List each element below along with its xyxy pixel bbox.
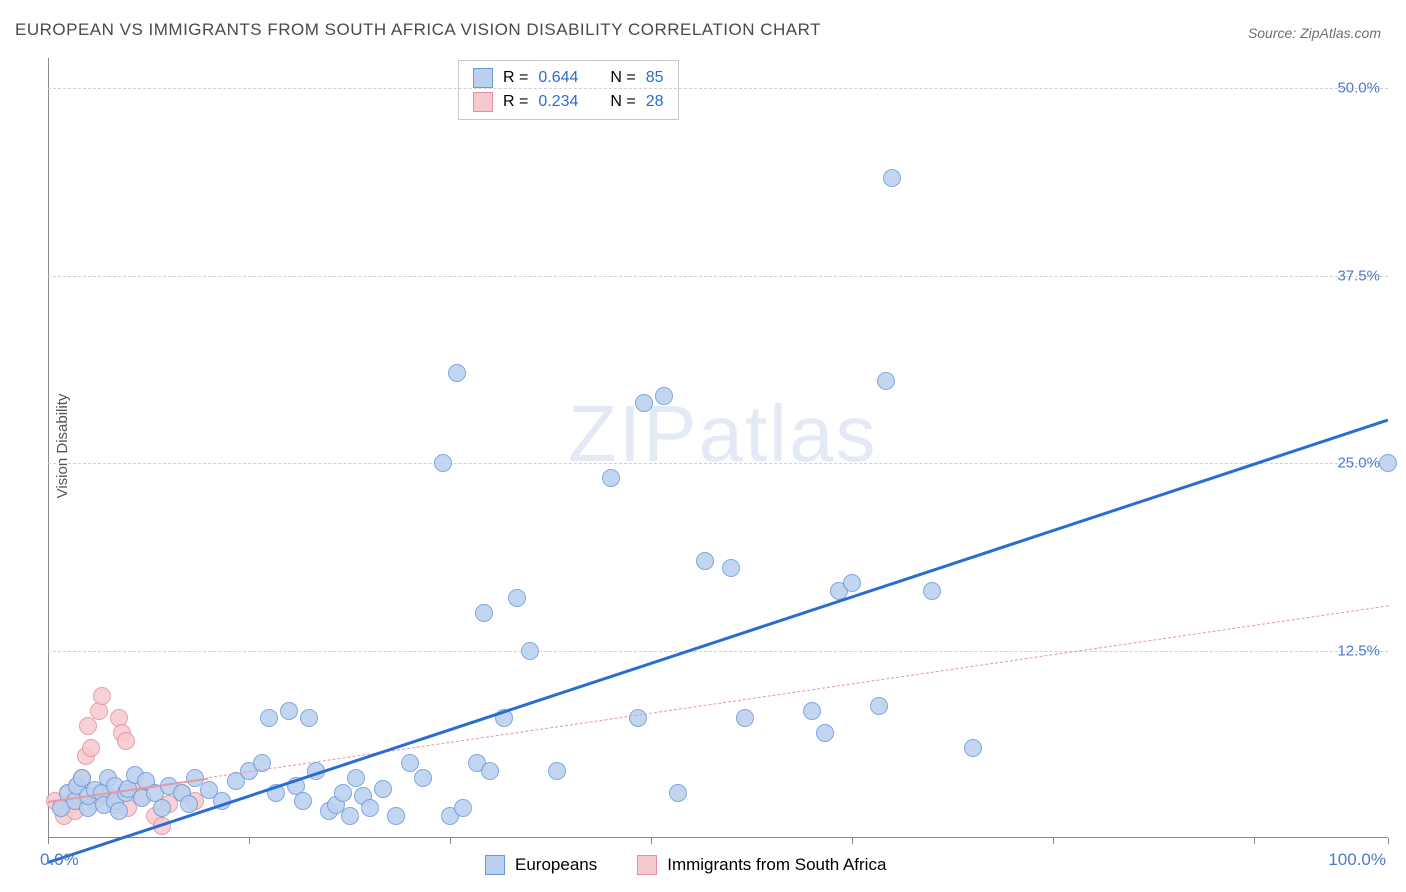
scatter-point-europeans xyxy=(110,802,128,820)
plot-area: ZIPatlas R = 0.644 N = 85 R = 0.234 N = … xyxy=(48,58,1388,838)
scatter-point-europeans xyxy=(521,642,539,660)
scatter-point-europeans xyxy=(347,769,365,787)
y-tick-label: 50.0% xyxy=(1337,80,1380,97)
scatter-point-europeans xyxy=(454,799,472,817)
legend-item-europeans: Europeans xyxy=(485,855,597,875)
scatter-point-europeans xyxy=(508,589,526,607)
y-axis xyxy=(48,58,49,838)
scatter-point-europeans xyxy=(334,784,352,802)
scatter-point-europeans xyxy=(448,364,466,382)
scatter-point-immigrants xyxy=(79,717,97,735)
scatter-point-europeans xyxy=(401,754,419,772)
scatter-point-europeans xyxy=(374,780,392,798)
y-tick-label: 37.5% xyxy=(1337,267,1380,284)
scatter-point-europeans xyxy=(736,709,754,727)
legend-label-europeans: Europeans xyxy=(515,855,597,875)
scatter-point-europeans xyxy=(883,169,901,187)
scatter-point-europeans xyxy=(635,394,653,412)
x-max-label: 100.0% xyxy=(1328,850,1386,870)
swatch-europeans xyxy=(473,68,493,88)
legend-R-eu: 0.644 xyxy=(538,69,578,87)
legend-stats-row-immigrants: R = 0.234 N = 28 xyxy=(473,90,664,114)
source-value: ZipAtlas.com xyxy=(1300,25,1381,41)
gridline xyxy=(48,463,1388,464)
x-tick xyxy=(1053,838,1054,844)
chart-title: EUROPEAN VS IMMIGRANTS FROM SOUTH AFRICA… xyxy=(15,20,821,40)
scatter-point-europeans xyxy=(475,604,493,622)
legend-label-immigrants: Immigrants from South Africa xyxy=(667,855,886,875)
scatter-point-europeans xyxy=(629,709,647,727)
scatter-point-europeans xyxy=(1379,454,1397,472)
watermark-strong: ZIP xyxy=(568,389,698,478)
legend-series: Europeans Immigrants from South Africa xyxy=(485,855,886,875)
scatter-point-europeans xyxy=(602,469,620,487)
scatter-point-europeans xyxy=(434,454,452,472)
legend-R-im: 0.234 xyxy=(538,93,578,111)
scatter-point-europeans xyxy=(655,387,673,405)
x-tick xyxy=(249,838,250,844)
scatter-point-europeans xyxy=(180,795,198,813)
legend-N-eu: 85 xyxy=(646,69,664,87)
scatter-point-europeans xyxy=(260,709,278,727)
legend-N-im: 28 xyxy=(646,93,664,111)
x-tick xyxy=(852,838,853,844)
scatter-point-europeans xyxy=(843,574,861,592)
legend-item-immigrants: Immigrants from South Africa xyxy=(637,855,886,875)
x-tick xyxy=(651,838,652,844)
x-tick xyxy=(450,838,451,844)
scatter-point-europeans xyxy=(923,582,941,600)
scatter-point-europeans xyxy=(816,724,834,742)
x-tick xyxy=(1254,838,1255,844)
scatter-point-immigrants xyxy=(117,732,135,750)
scatter-point-europeans xyxy=(414,769,432,787)
x-tick xyxy=(48,838,49,844)
source-label: Source: xyxy=(1248,25,1296,41)
scatter-point-europeans xyxy=(548,762,566,780)
scatter-point-europeans xyxy=(870,697,888,715)
gridline xyxy=(48,276,1388,277)
scatter-point-europeans xyxy=(803,702,821,720)
legend-stats-row-europeans: R = 0.644 N = 85 xyxy=(473,66,664,90)
scatter-point-europeans xyxy=(153,799,171,817)
scatter-point-europeans xyxy=(294,792,312,810)
swatch-immigrants xyxy=(637,855,657,875)
swatch-immigrants xyxy=(473,92,493,112)
scatter-point-europeans xyxy=(722,559,740,577)
scatter-point-europeans xyxy=(361,799,379,817)
scatter-point-europeans xyxy=(964,739,982,757)
scatter-point-immigrants xyxy=(82,739,100,757)
y-tick-label: 12.5% xyxy=(1337,642,1380,659)
legend-stats-box: R = 0.644 N = 85 R = 0.234 N = 28 xyxy=(458,60,679,120)
legend-N-prefix: N = xyxy=(610,69,635,87)
legend-R-prefix: R = xyxy=(503,69,528,87)
gridline xyxy=(48,88,1388,89)
source-attribution: Source: ZipAtlas.com xyxy=(1248,25,1381,41)
watermark: ZIPatlas xyxy=(568,388,877,480)
scatter-point-europeans xyxy=(341,807,359,825)
scatter-point-europeans xyxy=(481,762,499,780)
scatter-point-europeans xyxy=(300,709,318,727)
x-min-label: 0.0% xyxy=(40,850,79,870)
scatter-point-europeans xyxy=(387,807,405,825)
gridline xyxy=(48,651,1388,652)
swatch-europeans xyxy=(485,855,505,875)
watermark-rest: atlas xyxy=(698,389,877,478)
x-tick xyxy=(1388,838,1389,844)
scatter-point-europeans xyxy=(669,784,687,802)
scatter-point-europeans xyxy=(696,552,714,570)
scatter-point-immigrants xyxy=(93,687,111,705)
legend-N-prefix: N = xyxy=(610,93,635,111)
scatter-point-europeans xyxy=(280,702,298,720)
trendline-europeans xyxy=(48,418,1389,863)
legend-R-prefix: R = xyxy=(503,93,528,111)
y-tick-label: 25.0% xyxy=(1337,455,1380,472)
scatter-point-europeans xyxy=(877,372,895,390)
